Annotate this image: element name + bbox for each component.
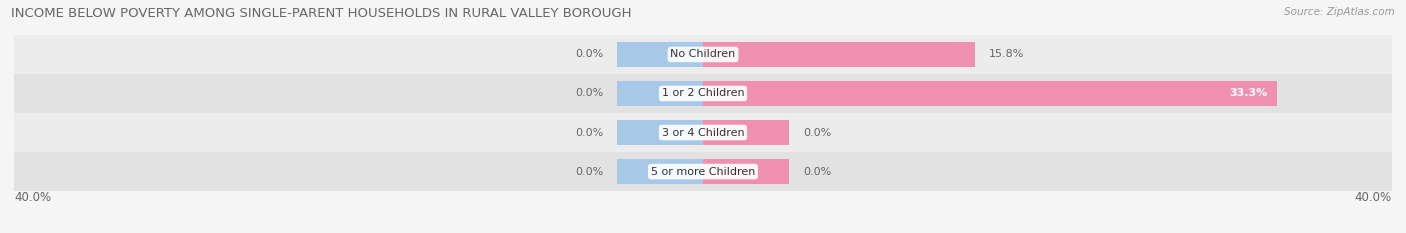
Text: 0.0%: 0.0% bbox=[575, 89, 603, 99]
Text: 0.0%: 0.0% bbox=[803, 127, 831, 137]
Text: INCOME BELOW POVERTY AMONG SINGLE-PARENT HOUSEHOLDS IN RURAL VALLEY BOROUGH: INCOME BELOW POVERTY AMONG SINGLE-PARENT… bbox=[11, 7, 631, 20]
Bar bbox=[703, 42, 976, 67]
Text: 0.0%: 0.0% bbox=[803, 167, 831, 177]
Text: 0.0%: 0.0% bbox=[575, 127, 603, 137]
Bar bbox=[14, 113, 1392, 152]
Bar bbox=[617, 120, 703, 145]
Text: 1 or 2 Children: 1 or 2 Children bbox=[662, 89, 744, 99]
Text: 33.3%: 33.3% bbox=[1230, 89, 1268, 99]
Text: 3 or 4 Children: 3 or 4 Children bbox=[662, 127, 744, 137]
Bar bbox=[617, 42, 703, 67]
Bar bbox=[703, 120, 789, 145]
Bar bbox=[703, 81, 1277, 106]
Bar bbox=[14, 74, 1392, 113]
Text: 0.0%: 0.0% bbox=[575, 167, 603, 177]
Text: Source: ZipAtlas.com: Source: ZipAtlas.com bbox=[1284, 7, 1395, 17]
Bar bbox=[14, 35, 1392, 74]
Bar bbox=[703, 159, 789, 184]
Bar bbox=[617, 159, 703, 184]
Text: 5 or more Children: 5 or more Children bbox=[651, 167, 755, 177]
Bar bbox=[617, 81, 703, 106]
Text: 15.8%: 15.8% bbox=[988, 49, 1025, 59]
Text: 0.0%: 0.0% bbox=[575, 49, 603, 59]
Bar bbox=[14, 152, 1392, 191]
Text: No Children: No Children bbox=[671, 49, 735, 59]
Text: 40.0%: 40.0% bbox=[1355, 191, 1392, 204]
Text: 40.0%: 40.0% bbox=[14, 191, 51, 204]
